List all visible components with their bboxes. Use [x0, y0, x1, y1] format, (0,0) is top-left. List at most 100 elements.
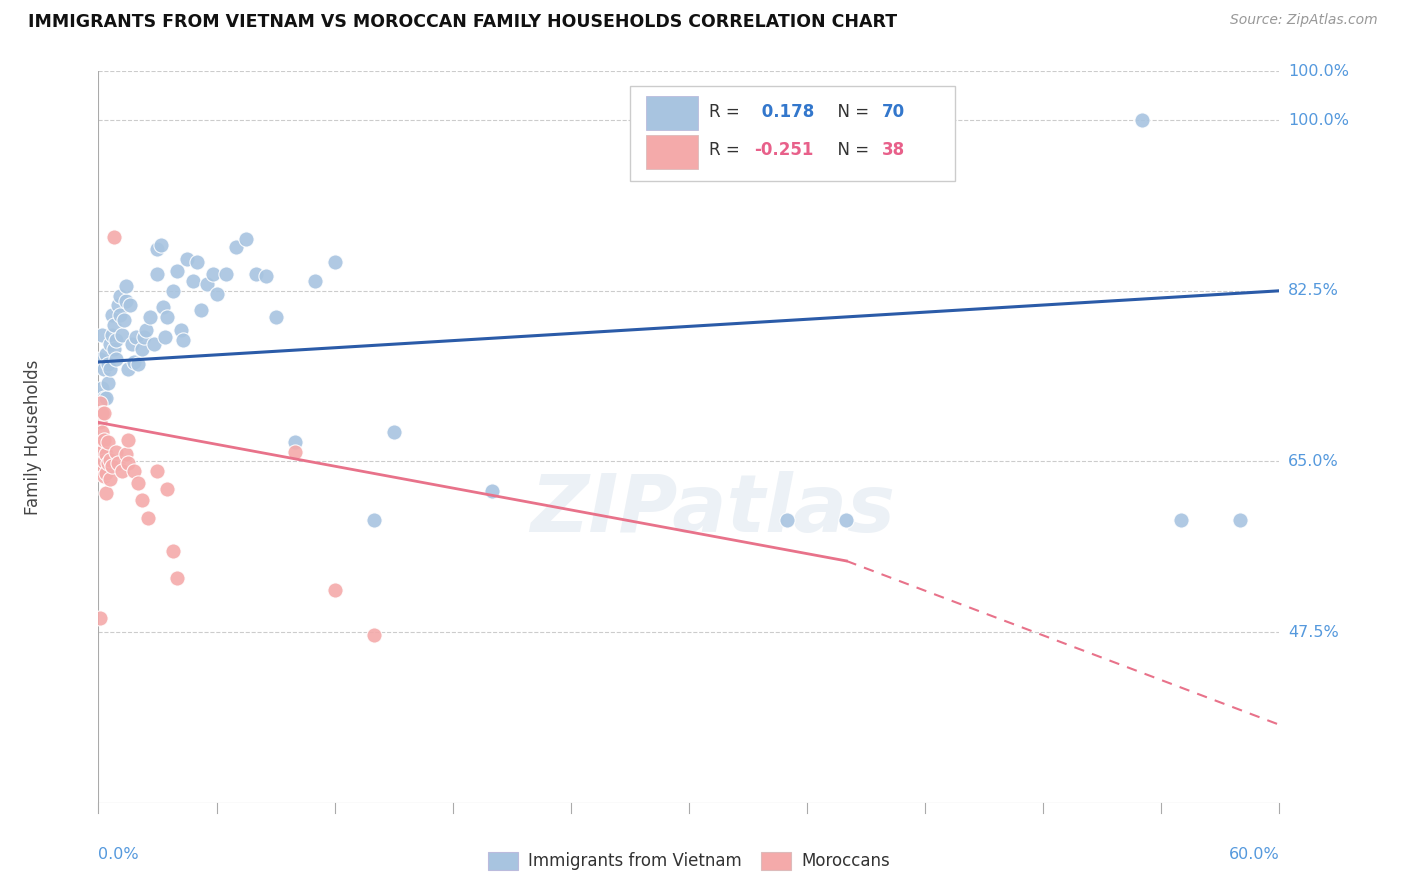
Point	[96, 485, 118, 500]
Point	[111, 327, 134, 342]
Text: R =: R =	[709, 103, 745, 120]
Point	[235, 232, 257, 246]
Point	[1130, 113, 1153, 128]
Point	[107, 457, 129, 471]
Text: 70: 70	[882, 103, 904, 120]
Point	[156, 482, 179, 496]
Point	[363, 628, 385, 642]
Text: 0.178: 0.178	[756, 103, 814, 120]
Point	[162, 284, 184, 298]
Point	[115, 279, 138, 293]
Point	[103, 343, 125, 357]
Point	[98, 472, 121, 486]
Point	[284, 434, 307, 449]
Point	[101, 459, 124, 474]
Point	[89, 396, 111, 410]
Point	[323, 254, 346, 268]
Text: 47.5%: 47.5%	[1288, 624, 1339, 640]
Point	[481, 483, 503, 498]
Point	[304, 274, 326, 288]
Point	[156, 310, 179, 325]
Point	[195, 277, 218, 291]
Point	[93, 361, 115, 376]
Point	[89, 416, 111, 430]
Point	[138, 310, 160, 325]
FancyBboxPatch shape	[647, 135, 699, 169]
Point	[201, 267, 224, 281]
Text: 100.0%: 100.0%	[1288, 64, 1348, 78]
Text: Source: ZipAtlas.com: Source: ZipAtlas.com	[1230, 13, 1378, 28]
Point	[115, 447, 138, 461]
Point	[97, 457, 120, 471]
Text: 82.5%: 82.5%	[1288, 284, 1339, 298]
Text: 65.0%: 65.0%	[1288, 454, 1339, 469]
Point	[118, 298, 141, 312]
Point	[117, 361, 139, 376]
Text: -0.251: -0.251	[754, 141, 813, 160]
Point	[91, 425, 114, 440]
Point	[1229, 513, 1251, 527]
Point	[117, 433, 139, 447]
Point	[132, 329, 155, 343]
Point	[166, 572, 188, 586]
Point	[101, 327, 124, 342]
Text: 100.0%: 100.0%	[1288, 112, 1348, 128]
Point	[107, 298, 129, 312]
Point	[125, 329, 148, 343]
Point	[111, 464, 134, 478]
Point	[146, 267, 169, 281]
Text: Family Households: Family Households	[24, 359, 42, 515]
Point	[776, 513, 799, 527]
Point	[254, 269, 277, 284]
Point	[170, 323, 193, 337]
Point	[127, 357, 149, 371]
Point	[136, 511, 159, 525]
Point	[105, 333, 128, 347]
Point	[98, 337, 121, 351]
Text: ZIPatlas: ZIPatlas	[530, 471, 896, 549]
Point	[186, 254, 208, 268]
Point	[121, 337, 143, 351]
Point	[103, 230, 125, 244]
Point	[176, 252, 198, 266]
Point	[96, 466, 118, 480]
Point	[112, 313, 135, 327]
Point	[96, 391, 118, 405]
Point	[284, 444, 307, 458]
Point	[146, 242, 169, 256]
Point	[117, 457, 139, 471]
Point	[363, 513, 385, 527]
Point	[122, 355, 145, 369]
Point	[172, 333, 194, 347]
Text: 0.0%: 0.0%	[98, 847, 139, 862]
Text: IMMIGRANTS FROM VIETNAM VS MOROCCAN FAMILY HOUSEHOLDS CORRELATION CHART: IMMIGRANTS FROM VIETNAM VS MOROCCAN FAMI…	[28, 13, 897, 31]
Point	[215, 267, 238, 281]
Point	[91, 327, 114, 342]
Point	[146, 464, 169, 478]
Point	[108, 288, 131, 302]
FancyBboxPatch shape	[630, 86, 955, 181]
Point	[93, 391, 115, 405]
Point	[91, 464, 114, 478]
Point	[97, 434, 120, 449]
Point	[89, 464, 111, 478]
Point	[98, 452, 121, 467]
Point	[181, 274, 204, 288]
Point	[89, 434, 111, 449]
Point	[105, 352, 128, 367]
Point	[205, 286, 228, 301]
Point	[225, 240, 247, 254]
Point	[98, 361, 121, 376]
Point	[96, 447, 118, 461]
Point	[91, 406, 114, 420]
Point	[103, 318, 125, 332]
Point	[122, 464, 145, 478]
Point	[264, 310, 287, 325]
Point	[93, 433, 115, 447]
Point	[97, 376, 120, 391]
Point	[97, 357, 120, 371]
Point	[89, 610, 111, 624]
Point	[152, 301, 174, 315]
Point	[93, 454, 115, 468]
Point	[323, 583, 346, 598]
